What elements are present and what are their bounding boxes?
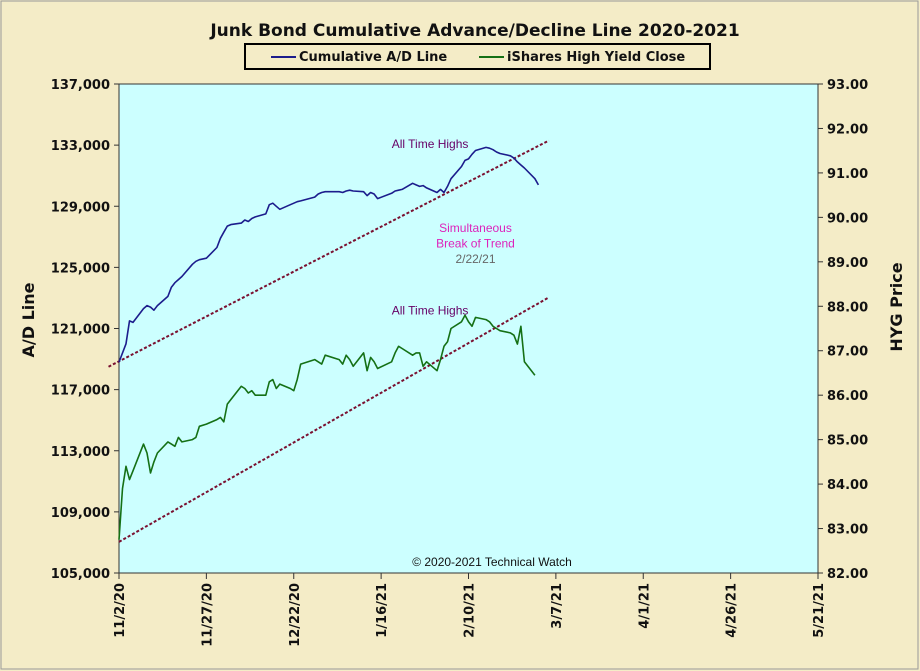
annotation-label: Break of Trend (436, 237, 515, 251)
series-lines (118, 146, 540, 540)
x-tick-label: 11/2/20 (113, 583, 128, 638)
plot-area (118, 83, 819, 574)
x-tick-label: 4/1/21 (637, 583, 652, 629)
chart-title: Junk Bond Cumulative Advance/Decline Lin… (209, 21, 739, 41)
y-left-tick-label: 137,000 (51, 78, 110, 93)
legend: Cumulative A/D Line iShares High Yield C… (244, 43, 711, 70)
x-tick-label: 4/26/21 (725, 583, 740, 638)
annotation-label: 2/22/21 (455, 252, 495, 266)
y-axis-right-title: HYG Price (887, 262, 906, 351)
annotation-label: All Time Highs (392, 137, 469, 151)
trendline (118, 296, 550, 543)
annotations: All Time Highs Simultaneous Break of Trend… (392, 137, 515, 318)
y-right-tick-label: 85.00 (827, 434, 868, 449)
copyright-note: © 2020-2021 Technical Watch (412, 555, 572, 569)
x-tick-label: 12/22/20 (288, 583, 303, 647)
y-axis-left-title: A/D Line (19, 282, 38, 357)
annotation-label: Simultaneous (439, 221, 512, 235)
y-right-tick-label: 91.00 (827, 167, 868, 182)
legend-label-ad: Cumulative A/D Line (299, 50, 447, 65)
legend-box (244, 43, 711, 70)
y-right-tick-label: 83.00 (827, 523, 868, 538)
x-tick-label: 1/16/21 (375, 583, 390, 638)
y-right-tick-label: 88.00 (827, 300, 868, 315)
y-axis-left-ticks: 105,000 109,000 113,000 117,000 121,000 125,0… (51, 78, 119, 582)
y-left-tick-label: 105,000 (51, 567, 110, 582)
x-axis-ticks: 11/2/20 11/27/20 12/22/20 1/16/21 2/10/21 3/7… (113, 573, 827, 647)
annotation-label: All Time Highs (392, 304, 469, 318)
y-left-tick-label: 109,000 (51, 506, 110, 521)
y-left-tick-label: 113,000 (51, 445, 110, 460)
y-left-tick-label: 117,000 (51, 384, 110, 399)
y-right-tick-label: 89.00 (827, 256, 868, 271)
y-left-tick-label: 133,000 (51, 139, 110, 154)
y-left-tick-label: 125,000 (51, 261, 110, 276)
trendline (108, 139, 550, 368)
series-line-ad (118, 146, 540, 363)
x-tick-label: 3/7/21 (550, 583, 565, 629)
y-left-tick-label: 121,000 (51, 323, 110, 338)
y-right-tick-label: 82.00 (827, 567, 868, 582)
y-right-tick-label: 93.00 (827, 78, 868, 93)
y-right-tick-label: 84.00 (827, 478, 868, 493)
trendlines (108, 139, 550, 543)
y-right-tick-label: 92.00 (827, 122, 868, 137)
y-axis-right-ticks: 82.00 83.00 84.00 85.00 86.00 87.00 88.00 89.00… (818, 78, 868, 582)
series-line-hyg (118, 314, 536, 540)
y-left-tick-label: 129,000 (51, 200, 110, 215)
y-right-tick-label: 86.00 (827, 389, 868, 404)
x-tick-label: 2/10/21 (463, 583, 478, 638)
x-tick-label: 5/21/21 (812, 583, 827, 638)
y-right-tick-label: 87.00 (827, 345, 868, 360)
legend-label-hyg: iShares High Yield Close (507, 50, 685, 65)
y-right-tick-label: 90.00 (827, 211, 868, 226)
x-tick-label: 11/27/20 (200, 583, 215, 647)
